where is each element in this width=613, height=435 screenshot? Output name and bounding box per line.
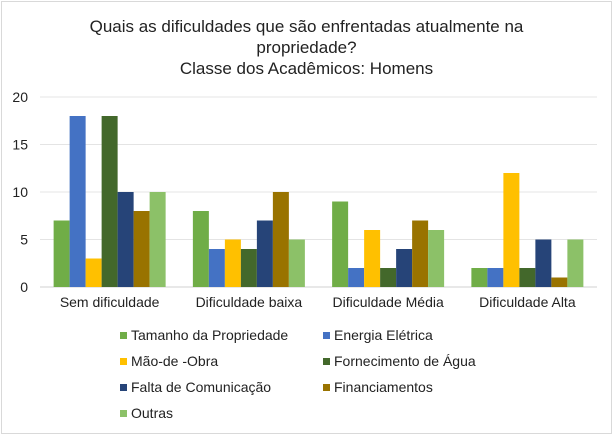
y-tick-label: 5 [20, 232, 28, 248]
x-category-label: Sem dificuldade [60, 294, 160, 310]
bar [288, 239, 305, 287]
legend-item: Fornecimento de Água [323, 352, 476, 370]
legend-swatch [120, 331, 127, 339]
legend-item: Mão-de -Obra [120, 352, 218, 370]
bar [364, 230, 381, 287]
bar [192, 211, 209, 287]
legend-swatch [323, 331, 330, 339]
bar [208, 249, 225, 287]
chart-title: Quais as dificuldades que são enfrentada… [0, 16, 613, 79]
title-line-3: Classe dos Acadêmicos: Homens [179, 59, 434, 78]
bar [412, 220, 429, 287]
bar [503, 173, 520, 287]
bar [272, 192, 289, 287]
bar [240, 249, 257, 287]
bar [101, 116, 118, 287]
legend-item: Financiamentos [323, 378, 433, 396]
x-category-label: Dificuldade Alta [479, 294, 576, 310]
legend-swatch [120, 383, 127, 391]
legend-label: Falta de Comunicação [131, 379, 272, 395]
title-line-2: propriedade? [256, 38, 357, 57]
bar [348, 268, 365, 287]
bar [487, 268, 504, 287]
bar [535, 239, 552, 287]
x-category-label: Dificuldade baixa [196, 294, 303, 310]
bar [133, 211, 150, 287]
bar [519, 268, 536, 287]
y-tick-label: 15 [12, 137, 28, 153]
legend-swatch [120, 409, 127, 417]
legend-item: Tamanho da Propriedade [120, 326, 288, 344]
bar [256, 220, 273, 287]
bar [396, 249, 413, 287]
legend-label: Financiamentos [334, 379, 433, 395]
legend-label: Mão-de -Obra [131, 353, 219, 369]
y-tick-label: 20 [12, 89, 28, 105]
legend-label: Energia Elétrica [334, 327, 433, 343]
legend-swatch [323, 357, 330, 365]
bar [117, 192, 134, 287]
legend-label: Tamanho da Propriedade [131, 327, 289, 343]
x-category-label: Dificuldade Média [332, 294, 443, 310]
legend-item: Falta de Comunicação [120, 378, 271, 396]
legend-label: Fornecimento de Água [334, 353, 476, 369]
legend-swatch [323, 383, 330, 391]
bar [85, 258, 102, 287]
bar [380, 268, 397, 287]
bar [428, 230, 445, 287]
bar [332, 201, 349, 287]
y-tick-label: 10 [12, 184, 28, 200]
bar [149, 192, 166, 287]
bar [69, 116, 86, 287]
legend-item: Energia Elétrica [323, 326, 433, 344]
legend-item: Outras [120, 404, 173, 422]
legend-label: Outras [131, 405, 174, 421]
title-line-1: Quais as dificuldades que são enfrentada… [89, 17, 524, 36]
legend-swatch [120, 357, 127, 365]
bar [471, 268, 488, 287]
bar [53, 220, 70, 287]
bar [224, 239, 241, 287]
bar [551, 277, 568, 287]
y-tick-label: 0 [20, 279, 28, 295]
bar [567, 239, 584, 287]
